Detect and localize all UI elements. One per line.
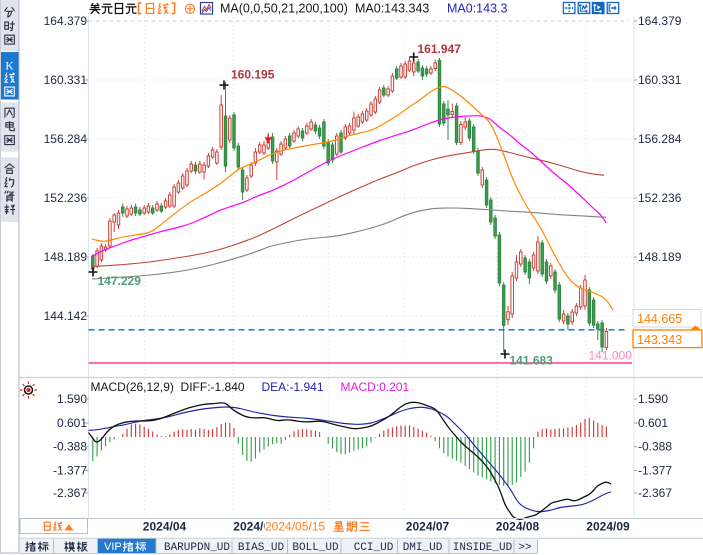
svg-text:2024/08: 2024/08 (496, 520, 540, 534)
svg-text:-2.367: -2.367 (638, 486, 672, 500)
svg-text:1.590: 1.590 (57, 392, 87, 406)
svg-text:DMI_UD: DMI_UD (403, 542, 443, 554)
svg-text:0.601: 0.601 (57, 416, 87, 430)
svg-text:147.229: 147.229 (98, 274, 142, 288)
svg-text:MA(0,0,50,21,200,100): MA(0,0,50,21,200,100) (220, 2, 348, 16)
svg-text:CCI_UD: CCI_UD (354, 542, 394, 554)
svg-text:0.601: 0.601 (638, 416, 668, 430)
svg-text:>>: >> (518, 542, 531, 554)
svg-text:-0.388: -0.388 (638, 440, 672, 454)
svg-text:152.236: 152.236 (638, 191, 682, 205)
svg-text:160.331: 160.331 (44, 73, 88, 87)
svg-text:141.000: 141.000 (589, 349, 633, 363)
svg-text:2024/04: 2024/04 (143, 520, 187, 534)
svg-text:1.590: 1.590 (638, 392, 668, 406)
svg-text:K: K (5, 61, 14, 73)
svg-text:2024/05/15: 2024/05/15 (265, 520, 325, 534)
svg-text:MACD(26,12,9) DIFF:-1.840: MACD(26,12,9) DIFF:-1.840 (91, 380, 245, 394)
svg-text:148.189: 148.189 (44, 250, 88, 264)
svg-text:161.947: 161.947 (418, 42, 462, 56)
svg-text:156.284: 156.284 (44, 132, 88, 146)
svg-text:BARUPDN_UD: BARUPDN_UD (164, 542, 230, 554)
svg-text:INSIDE_UD: INSIDE_UD (453, 542, 513, 554)
svg-text:BOLL_UD: BOLL_UD (292, 542, 339, 554)
svg-text:MA0:143.343: MA0:143.343 (355, 2, 429, 16)
svg-text:-1.377: -1.377 (53, 464, 87, 478)
svg-text:164.379: 164.379 (44, 14, 88, 28)
svg-text:2024/09: 2024/09 (586, 520, 630, 534)
svg-text:143.343: 143.343 (637, 333, 682, 347)
svg-text:160.195: 160.195 (231, 68, 275, 82)
svg-text:148.189: 148.189 (638, 250, 682, 264)
svg-text:164.379: 164.379 (638, 14, 682, 28)
svg-text:156.284: 156.284 (638, 132, 682, 146)
svg-text:141.683: 141.683 (510, 354, 554, 368)
svg-text:BIAS_UD: BIAS_UD (238, 542, 285, 554)
svg-text:MA0:143.3: MA0:143.3 (447, 2, 508, 16)
svg-text:-2.367: -2.367 (53, 486, 87, 500)
svg-text:DEA:-1.941: DEA:-1.941 (262, 380, 324, 394)
svg-text:160.331: 160.331 (638, 73, 682, 87)
svg-text:MACD:0.201: MACD:0.201 (341, 380, 410, 394)
svg-text:144.142: 144.142 (44, 309, 88, 323)
svg-text:152.236: 152.236 (44, 191, 88, 205)
svg-text:144.665: 144.665 (637, 312, 682, 326)
svg-text:-1.377: -1.377 (638, 464, 672, 478)
svg-text:-0.388: -0.388 (53, 440, 87, 454)
svg-text:VIP: VIP (104, 541, 122, 553)
svg-text:2024/07: 2024/07 (406, 520, 450, 534)
